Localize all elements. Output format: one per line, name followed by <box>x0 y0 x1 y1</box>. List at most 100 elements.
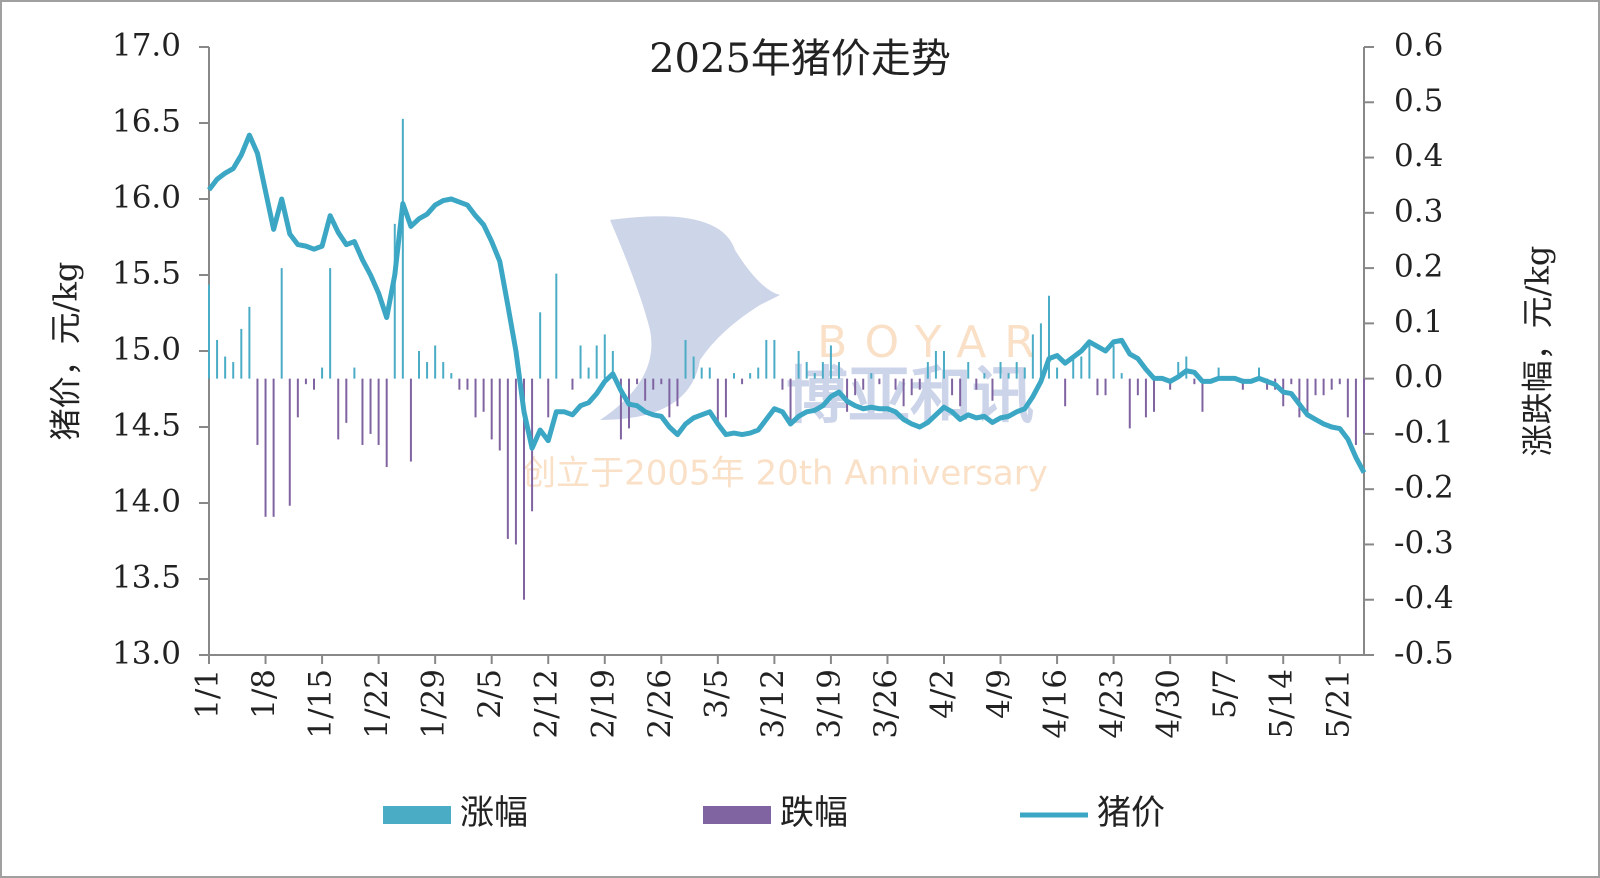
bar <box>1354 378 1357 445</box>
y-tick-label: 15.5 <box>112 256 181 292</box>
bar <box>498 378 501 451</box>
x-tick-label: 4/2 <box>925 669 961 719</box>
bar <box>1064 378 1067 407</box>
bar <box>870 373 873 379</box>
bar <box>619 378 622 440</box>
bar <box>571 378 574 390</box>
bar <box>523 378 525 600</box>
y2-tick-label: 0.1 <box>1394 304 1443 340</box>
bar <box>716 378 719 423</box>
x-tick-label: 5/7 <box>1207 669 1243 719</box>
bar <box>482 378 485 412</box>
bar <box>959 378 962 407</box>
x-tick-label: 4/9 <box>981 669 1017 719</box>
bar <box>1088 345 1091 379</box>
x-tick-label: 1/29 <box>416 669 452 739</box>
x-tick-label: 4/30 <box>1151 669 1187 739</box>
bar <box>1136 378 1139 396</box>
bar <box>547 378 550 418</box>
bar <box>321 367 324 379</box>
bar <box>280 268 283 379</box>
bar <box>296 378 299 418</box>
bar <box>781 378 784 390</box>
bar <box>733 373 735 379</box>
y-tick-label: 14.5 <box>112 408 181 444</box>
bar <box>1185 356 1188 379</box>
bar <box>1177 362 1180 379</box>
x-tick-label: 4/16 <box>1038 669 1074 739</box>
watermark: BOYAR 博亚和讯 创立于2005年 20th Anniversary <box>522 216 1048 494</box>
bar <box>474 378 477 418</box>
bar <box>361 378 364 445</box>
bar <box>1266 378 1269 390</box>
bar <box>1298 378 1301 418</box>
bar <box>1306 378 1309 418</box>
bar <box>1104 378 1107 396</box>
x-tick-label: 1/8 <box>246 669 282 719</box>
x-tick-label: 1/1 <box>190 669 226 719</box>
bar <box>313 378 315 390</box>
y2-tick-label: -0.3 <box>1394 525 1454 561</box>
bar <box>506 378 509 539</box>
bar <box>1072 356 1075 379</box>
bar <box>854 378 857 396</box>
bar <box>539 312 542 379</box>
bar <box>1193 378 1196 385</box>
bar <box>805 362 808 379</box>
bar <box>910 378 913 396</box>
x-tick-label: 3/19 <box>811 669 847 739</box>
x-tick-label: 5/14 <box>1264 669 1300 739</box>
bar <box>813 373 816 379</box>
bar <box>248 306 251 379</box>
x-tick-label: 5/21 <box>1320 669 1356 739</box>
bar <box>918 378 921 390</box>
bar <box>224 356 227 379</box>
bar <box>426 362 429 379</box>
bar <box>337 378 340 440</box>
bar <box>652 378 655 390</box>
y2-tick-label: -0.4 <box>1394 580 1454 616</box>
x-tick-label: 2/12 <box>529 669 565 739</box>
bar <box>983 373 986 379</box>
y2-tick-label: 0.4 <box>1394 138 1443 174</box>
watermark-slogan: 创立于2005年 20th Anniversary <box>522 454 1048 494</box>
bar <box>1096 378 1099 396</box>
bar <box>975 378 978 390</box>
bar <box>1039 323 1042 379</box>
bar <box>434 345 437 379</box>
bar <box>902 378 905 407</box>
bar <box>442 362 445 379</box>
x-tick-label: 2/26 <box>642 669 678 739</box>
bar <box>862 378 865 390</box>
bar <box>1128 378 1131 429</box>
bar <box>329 268 332 379</box>
bar <box>1217 367 1220 379</box>
x-tick-label: 1/15 <box>303 669 339 739</box>
legend-label: 涨幅 <box>460 793 528 833</box>
y-axis-label: 猪价，元/kg <box>47 262 85 441</box>
bar <box>1346 378 1349 418</box>
x-tick-label: 2/5 <box>472 669 508 719</box>
bar <box>1031 334 1034 379</box>
bar <box>353 367 356 379</box>
bar <box>264 378 267 517</box>
bar <box>1112 345 1115 379</box>
y-tick-label: 16.0 <box>112 180 181 216</box>
bar <box>385 378 388 468</box>
y2-tick-label: 0.0 <box>1394 359 1443 395</box>
bar <box>1330 378 1333 390</box>
bar <box>288 378 291 506</box>
bar <box>644 378 647 401</box>
bar <box>943 351 945 379</box>
bar <box>684 339 687 379</box>
y2-tick-label: -0.1 <box>1394 414 1454 450</box>
bar <box>1056 367 1059 379</box>
bar <box>466 378 469 390</box>
bar <box>636 378 639 385</box>
bar <box>821 362 824 379</box>
bar <box>829 345 832 379</box>
bar <box>724 378 727 418</box>
bar <box>846 378 849 412</box>
bar <box>1290 378 1293 385</box>
